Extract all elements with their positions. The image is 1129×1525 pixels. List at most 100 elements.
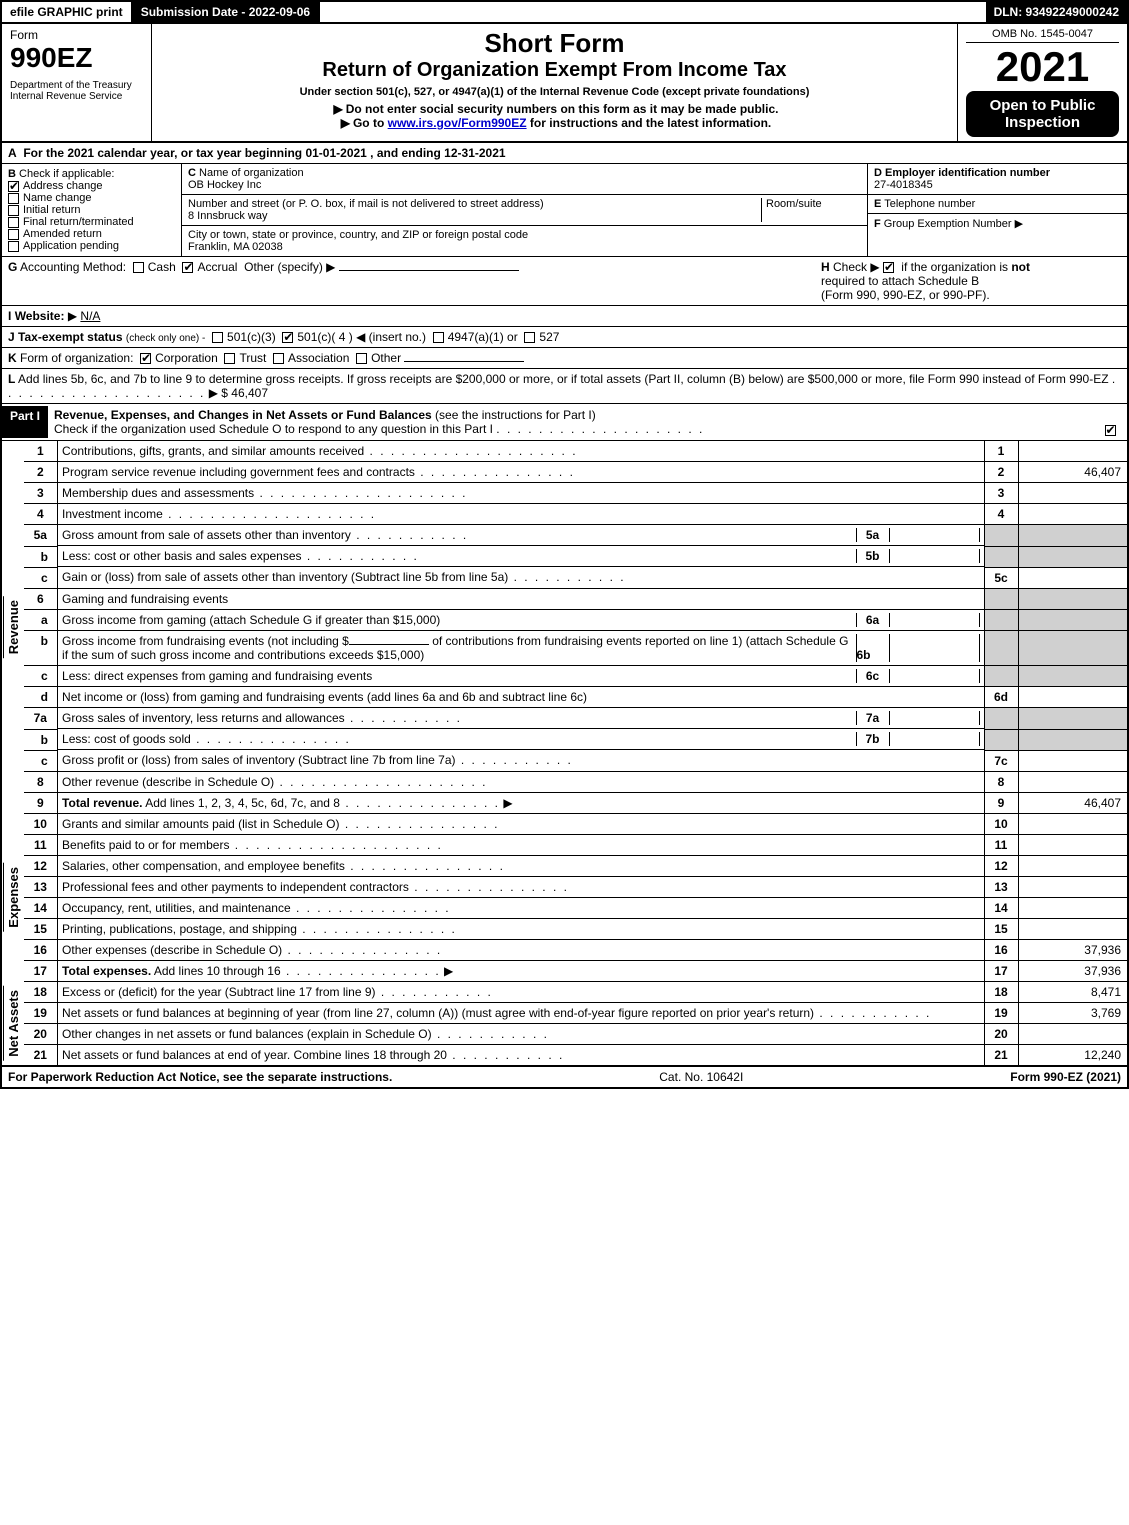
line-3-desc: Membership dues and assessments (62, 486, 254, 500)
opt-name-change: Name change (23, 192, 92, 204)
revenue-group: Revenue 1Contributions, gifts, grants, a… (0, 441, 1129, 814)
line-5a: 5aGross amount from sale of assets other… (24, 525, 1128, 547)
checkbox-association[interactable] (273, 353, 284, 364)
dots (351, 528, 468, 542)
expenses-side-label: Expenses (0, 814, 24, 982)
checkbox-application-pending[interactable] (8, 241, 19, 252)
short-form-title: Short Form (160, 28, 949, 59)
checkbox-final-return[interactable] (8, 217, 19, 228)
checkbox-accrual[interactable] (182, 262, 193, 273)
section-k: K Form of organization: Corporation Trus… (0, 348, 1129, 369)
tax-exempt-label: Tax-exempt status (18, 330, 122, 344)
checkbox-trust[interactable] (224, 353, 235, 364)
submission-date: Submission Date - 2022-09-06 (133, 2, 320, 22)
opt-application-pending: Application pending (23, 240, 119, 252)
dots (282, 943, 442, 957)
line-19-amt: 3,769 (1018, 1002, 1128, 1023)
checkbox-address-change[interactable] (8, 181, 19, 192)
label-e: E (874, 198, 881, 210)
header-left: Form 990EZ Department of the Treasury In… (2, 24, 152, 141)
label-i: I (8, 309, 11, 323)
line-7b-desc: Less: cost of goods sold (62, 732, 191, 746)
line-11: 11Benefits paid to or for members11 (24, 834, 1128, 855)
line-16-amt: 37,936 (1018, 939, 1128, 960)
opt-association: Association (288, 351, 349, 365)
line-20-desc: Other changes in net assets or fund bala… (62, 1027, 432, 1041)
checkbox-527[interactable] (524, 332, 535, 343)
arrow-icon: ▶ (209, 386, 218, 400)
checkbox-4947[interactable] (433, 332, 444, 343)
other-specify-line[interactable] (339, 270, 519, 271)
line-1-desc: Contributions, gifts, grants, and simila… (62, 444, 364, 458)
tel-label: Telephone number (884, 198, 975, 210)
street-value: 8 Innsbruck way (188, 210, 267, 222)
efile-label: efile GRAPHIC print (2, 2, 133, 22)
opt-amended-return: Amended return (23, 228, 102, 240)
line-7a: 7aGross sales of inventory, less returns… (24, 708, 1128, 730)
opt-other-org: Other (371, 351, 401, 365)
other-org-line[interactable] (404, 361, 524, 362)
checkbox-schedule-o[interactable] (1105, 425, 1116, 436)
dln: DLN: 93492249000242 (986, 2, 1127, 22)
arrow-icon (330, 102, 345, 116)
line-5c-desc: Gain or (loss) from sale of assets other… (62, 570, 508, 584)
arrow-icon (338, 116, 353, 130)
dots (340, 817, 500, 831)
line-17-desc: Add lines 10 through 16 (151, 964, 280, 978)
checkbox-initial-return[interactable] (8, 205, 19, 216)
line-7b: bLess: cost of goods sold7b (24, 729, 1128, 750)
dots (508, 570, 625, 584)
section-a: A For the 2021 calendar year, or tax yea… (0, 143, 1129, 164)
line-6: 6Gaming and fundraising events (24, 588, 1128, 609)
checkbox-501c3[interactable] (212, 332, 223, 343)
dept-label: Department of the Treasury (10, 80, 143, 91)
checkbox-corporation[interactable] (140, 353, 151, 364)
line-5b-desc: Less: cost or other basis and sales expe… (62, 549, 301, 563)
dots (345, 711, 462, 725)
opt-accrual: Accrual (197, 260, 237, 274)
group-exemption-label: Group Exemption Number (884, 218, 1012, 230)
dots (191, 732, 351, 746)
line-2-amt: 46,407 (1018, 462, 1128, 483)
checkbox-name-change[interactable] (8, 193, 19, 204)
footer: For Paperwork Reduction Act Notice, see … (0, 1067, 1129, 1089)
part1-title: Revenue, Expenses, and Changes in Net As… (54, 408, 432, 422)
line-5b: bLess: cost or other basis and sales exp… (24, 546, 1128, 567)
inspection-badge: Open to Public Inspection (966, 91, 1119, 137)
contribution-amount-line[interactable] (349, 644, 429, 645)
checkbox-501c[interactable] (282, 332, 293, 343)
line-17: 17Total expenses. Add lines 10 through 1… (24, 960, 1128, 981)
irs-link[interactable]: www.irs.gov/Form990EZ (388, 116, 527, 130)
h-check: Check ▶ (833, 260, 880, 274)
checkbox-other-org[interactable] (356, 353, 367, 364)
dots (229, 838, 442, 852)
line-14-desc: Occupancy, rent, utilities, and maintena… (62, 901, 291, 915)
org-name: OB Hockey Inc (188, 179, 261, 191)
line-18-amt: 8,471 (1018, 982, 1128, 1003)
line-19: 19Net assets or fund balances at beginni… (24, 1002, 1128, 1023)
checkbox-amended-return[interactable] (8, 229, 19, 240)
line-20: 20Other changes in net assets or fund ba… (24, 1023, 1128, 1044)
expenses-table: 10Grants and similar amounts paid (list … (24, 814, 1129, 982)
label-l: L (8, 372, 15, 386)
checkbox-schedule-b[interactable] (883, 262, 894, 273)
line-6a-desc: Gross income from gaming (attach Schedul… (62, 613, 440, 627)
opt-initial-return: Initial return (23, 204, 80, 216)
checkbox-cash[interactable] (133, 262, 144, 273)
dots (274, 775, 487, 789)
dots (447, 1048, 564, 1062)
ein-label: Employer identification number (885, 167, 1050, 179)
line-2: 2Program service revenue including gover… (24, 462, 1128, 483)
line-7a-desc: Gross sales of inventory, less returns a… (62, 711, 345, 725)
revenue-table: 1Contributions, gifts, grants, and simil… (24, 441, 1129, 814)
form-org-label: Form of organization: (20, 351, 133, 365)
omb-number: OMB No. 1545-0047 (966, 28, 1119, 43)
dots (254, 486, 467, 500)
dots (456, 753, 573, 767)
line-7c-desc: Gross profit or (loss) from sales of inv… (62, 753, 455, 767)
dots (814, 1006, 931, 1020)
line-16-desc: Other expenses (describe in Schedule O) (62, 943, 282, 957)
subtitle: Under section 501(c), 527, or 4947(a)(1)… (160, 86, 949, 98)
line-6b: bGross income from fundraising events (n… (24, 631, 1128, 666)
line-3: 3Membership dues and assessments3 (24, 483, 1128, 504)
